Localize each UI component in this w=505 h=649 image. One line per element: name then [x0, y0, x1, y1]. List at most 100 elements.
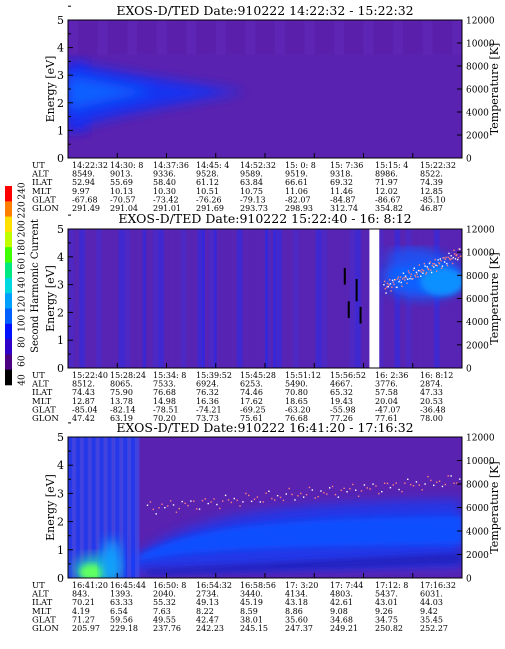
orbit-value: 15:15: 4: [375, 161, 408, 170]
temperature-point: [346, 491, 348, 493]
temperature-point: [383, 482, 386, 484]
spectrogram-band: [420, 267, 462, 296]
y2-tick-label: 6000: [466, 504, 489, 514]
temperature-point: [435, 270, 438, 272]
temperature-point: [394, 279, 397, 281]
temperature-point: [210, 501, 212, 503]
temperature-point: [432, 262, 434, 265]
orbit-value: -82.14: [110, 405, 136, 414]
colorbar-tick-label: 200: [18, 220, 28, 237]
temperature-point: [421, 489, 423, 491]
y2-tick-label: 2000: [466, 341, 489, 351]
spectrogram-texture: [304, 20, 315, 55]
orbit-value: -36.48: [420, 405, 446, 414]
colorbar-swatch: [5, 186, 12, 202]
colorbar-swatch: [5, 354, 12, 370]
orbit-value: 63.19: [110, 414, 133, 423]
y-tick-label: 5: [57, 223, 64, 236]
spectrogram-stripe: [428, 229, 435, 368]
temperature-point: [455, 254, 457, 257]
orbit-value: 44.03: [420, 598, 443, 607]
orbit-value: 15:45:28: [240, 371, 276, 380]
orbit-value: 291.01: [153, 204, 181, 213]
orbit-value: 52.94: [72, 178, 95, 187]
spectrogram-texture: [343, 20, 355, 55]
temperature-point: [454, 253, 456, 255]
spectrogram-stripe: [142, 229, 146, 368]
panel-3: EXOS-D/TED Date:910222 16:41:20 - 17:16:…: [31, 420, 501, 634]
temperature-point: [149, 501, 152, 503]
orbit-value: 15:56:52: [330, 371, 366, 380]
spectrogram-stripe: [134, 437, 140, 578]
orbit-value: 43.18: [285, 598, 308, 607]
orbit-value: -79.13: [240, 195, 266, 204]
temperature-point: [430, 269, 432, 271]
temperature-point: [352, 483, 354, 486]
spectrogram-stripe: [119, 437, 124, 578]
orbit-value: 75.61: [240, 414, 263, 423]
temperature-point: [406, 282, 408, 285]
temperature-point: [340, 489, 342, 492]
orbit-value: 74.39: [420, 178, 443, 187]
temperature-point: [459, 255, 462, 258]
y2-axis-label: Temperature [K]: [488, 252, 501, 344]
orbit-value: 13.78: [110, 397, 133, 406]
spectrogram-stripe: [101, 229, 108, 368]
spectrogram-band: [385, 248, 436, 265]
spectrogram-stripe: [242, 229, 249, 368]
colorbar-swatch: [5, 308, 12, 325]
spectrogram-stripe: [405, 229, 412, 368]
spectrogram: [68, 437, 462, 578]
temperature-point: [396, 278, 399, 280]
orbit-row-label: MLT: [32, 397, 52, 407]
y2-axis-label: Temperature [K]: [488, 461, 501, 553]
temperature-point: [396, 286, 398, 289]
temperature-point: [430, 271, 433, 274]
spectrogram-texture: [452, 20, 462, 55]
temperature-point: [407, 270, 410, 272]
spectrogram-stripe: [248, 229, 255, 368]
orbit-row-label: GLAT: [32, 615, 56, 625]
orbit-value: 14.98: [153, 397, 176, 406]
spectrogram-texture: [196, 20, 207, 55]
temperature-point: [236, 499, 238, 501]
orbit-value: 75.90: [110, 388, 133, 397]
temperature-point: [435, 264, 437, 266]
orbit-value: 249.21: [330, 624, 358, 633]
y-tick-label: 2: [57, 516, 64, 529]
spectrogram-spike: [359, 306, 362, 324]
temperature-point: [221, 500, 224, 502]
colorbar-swatch: [5, 262, 12, 279]
temperature-point: [448, 257, 451, 260]
spectrogram-texture: [324, 20, 335, 55]
orbit-value: 8512.: [72, 380, 95, 389]
temperature-point: [424, 265, 426, 267]
orbit-row-label: ALT: [31, 170, 49, 180]
temperature-point: [167, 505, 169, 507]
orbit-value: 4.19: [72, 607, 90, 616]
spectrogram-stripe: [433, 229, 441, 368]
orbit-value: 17: 3:20: [285, 581, 318, 590]
temperature-point: [401, 490, 403, 493]
spectrogram-stripe: [326, 229, 334, 368]
panel-title: EXOS-D/TED Date:910222 16:41:20 - 17:16:…: [116, 420, 413, 435]
y2-tick-label: 8000: [466, 481, 489, 491]
orbit-value: 16:50: 8: [153, 581, 186, 590]
spectrogram-stripe: [71, 437, 77, 578]
temperature-point: [417, 276, 419, 278]
orbit-value: 16.36: [196, 397, 219, 406]
temperature-point: [233, 497, 235, 500]
temperature-point: [453, 249, 455, 252]
orbit-value: 63.84: [240, 178, 263, 187]
orbit-value: 205.97: [72, 624, 100, 633]
orbit-value: 34.75: [375, 615, 398, 624]
y-tick-label: 5: [57, 14, 64, 27]
temperature-point: [441, 265, 444, 267]
spectrogram-texture: [146, 20, 158, 55]
spectrogram-stripe: [127, 437, 132, 578]
orbit-value: 42.47: [196, 615, 219, 624]
temperature-point: [253, 498, 256, 500]
orbit-value: 71.27: [72, 615, 95, 624]
spectrogram-band: [146, 552, 462, 576]
y-tick-label: 3: [57, 69, 64, 82]
